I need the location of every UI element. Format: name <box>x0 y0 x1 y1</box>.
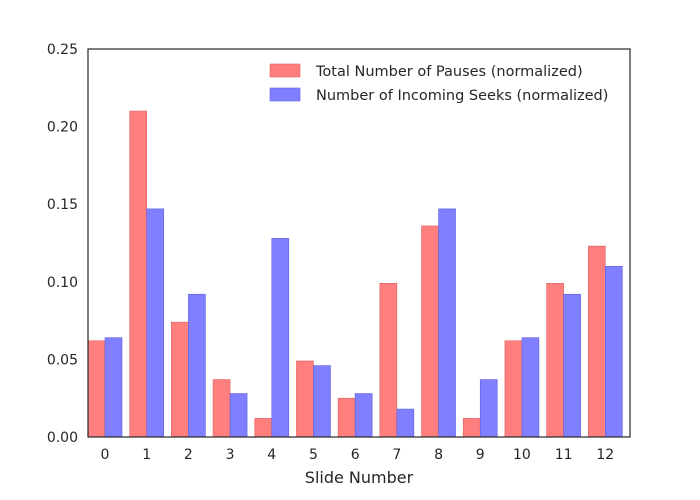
legend-label-series-2: Number of Incoming Seeks (normalized) <box>316 88 608 104</box>
bar-series-1-slide-6 <box>337 397 356 438</box>
legend: Total Number of Pauses (normalized) Numbe… <box>269 63 608 104</box>
x-tick-label: 8 <box>434 447 443 463</box>
bar-series-2-slide-1 <box>146 208 164 438</box>
bar-series-1-slide-11 <box>546 283 564 438</box>
x-axis-label: Slide Number <box>305 468 414 487</box>
x-tick-label: 10 <box>513 447 531 463</box>
bar-series-2-slide-7 <box>396 408 415 438</box>
bar-series-2-slide-11 <box>563 293 581 438</box>
y-tick-label: 0.25 <box>47 42 78 58</box>
x-tick-label: 9 <box>476 447 485 463</box>
x-tick-label: 12 <box>596 447 614 463</box>
legend-swatch-series-1 <box>269 63 301 78</box>
x-tick-label: 11 <box>555 447 573 463</box>
x-tick-label: 2 <box>184 447 193 463</box>
bar-series-2-slide-5 <box>313 365 331 438</box>
bar-series-2-slide-9 <box>479 379 498 438</box>
bar-series-1-slide-0 <box>87 340 106 438</box>
bar-series-1-slide-3 <box>212 379 231 438</box>
bar-series-2-slide-0 <box>104 337 123 438</box>
axes-frame <box>87 48 631 438</box>
bar-series-2-slide-6 <box>354 393 373 438</box>
y-tick-label: 0.05 <box>47 352 78 368</box>
bar-series-1-slide-4 <box>254 418 273 438</box>
bar-series-1-slide-1 <box>129 110 147 438</box>
bar-series-2-slide-3 <box>229 393 248 438</box>
x-tick-label: 5 <box>309 447 318 463</box>
x-tick-label: 0 <box>101 447 110 463</box>
y-tick-label: 0.15 <box>47 197 78 213</box>
bar-series-2-slide-4 <box>271 238 290 438</box>
bar-series-2-slide-10 <box>521 337 540 438</box>
x-axis-ticks: 0 1 2 3 4 5 6 7 8 9 10 11 12 <box>101 447 615 463</box>
bar-series-1-slide-2 <box>171 321 189 438</box>
bar-series-2-slide-8 <box>438 208 456 438</box>
legend-label-series-1: Total Number of Pauses (normalized) <box>315 64 583 80</box>
x-tick-label: 1 <box>142 447 151 463</box>
y-tick-label: 0.20 <box>47 120 78 136</box>
y-tick-label: 0.10 <box>47 275 78 291</box>
x-tick-label: 4 <box>267 447 276 463</box>
bars-layer <box>87 110 623 438</box>
y-axis-ticks: 0.00 0.05 0.10 0.15 0.20 0.25 <box>47 42 78 446</box>
bar-series-1-slide-12 <box>588 245 606 438</box>
bar-series-1-slide-7 <box>379 283 398 438</box>
x-tick-label: 7 <box>392 447 401 463</box>
y-tick-label: 0.00 <box>47 430 78 446</box>
bar-series-1-slide-10 <box>504 340 523 438</box>
x-tick-label: 3 <box>226 447 235 463</box>
legend-swatch-series-2 <box>269 87 301 102</box>
bar-series-2-slide-12 <box>605 265 623 438</box>
x-tick-label: 6 <box>351 447 360 463</box>
bar-series-1-slide-5 <box>296 360 314 438</box>
bar-series-2-slide-2 <box>188 293 206 438</box>
bar-series-1-slide-9 <box>462 418 481 438</box>
bar-series-1-slide-8 <box>421 225 439 438</box>
